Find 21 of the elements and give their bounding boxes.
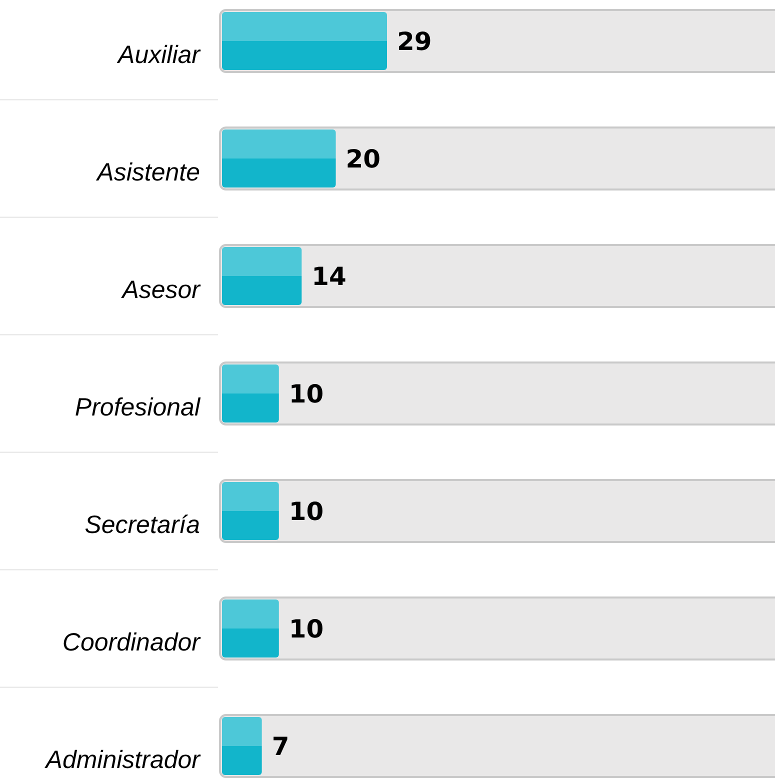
bar bbox=[222, 364, 279, 422]
data-label: 7 bbox=[272, 732, 290, 761]
bar bbox=[222, 12, 387, 70]
y-tick-label: Auxiliar bbox=[116, 41, 202, 69]
y-tick-label: Administrador bbox=[44, 746, 202, 774]
data-label: 10 bbox=[288, 497, 324, 526]
data-label: 20 bbox=[346, 144, 381, 174]
data-label: 10 bbox=[288, 614, 324, 644]
bar bbox=[222, 482, 279, 540]
data-label: 10 bbox=[288, 380, 324, 408]
data-label: 29 bbox=[397, 27, 432, 56]
data-label: 14 bbox=[312, 262, 346, 291]
y-tick-label: Profesional bbox=[74, 394, 202, 422]
y-tick-label: Secretaría bbox=[84, 511, 200, 539]
bar bbox=[222, 247, 302, 305]
bar bbox=[222, 717, 262, 775]
y-tick-label: Coordinador bbox=[62, 628, 202, 656]
y-tick-label: Asesor bbox=[120, 276, 202, 304]
y-tick-label: Asistente bbox=[95, 158, 200, 186]
bar bbox=[222, 600, 279, 658]
bar bbox=[222, 130, 336, 188]
